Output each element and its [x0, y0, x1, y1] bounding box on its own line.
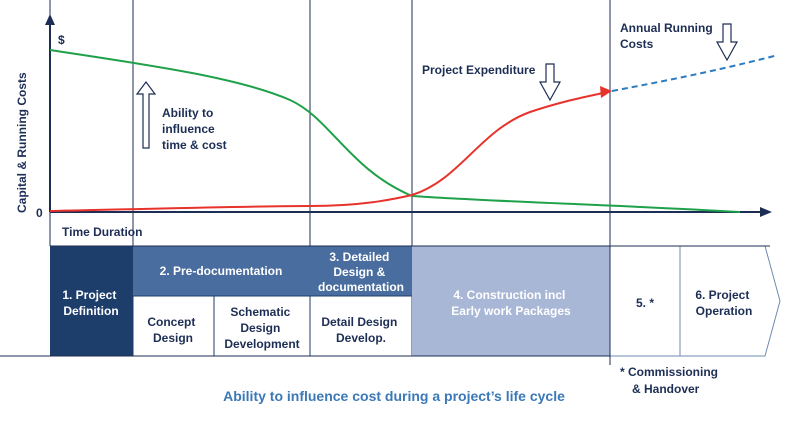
down-arrow-icon	[538, 63, 562, 102]
running-cost-note: Annual Running Costs	[620, 21, 716, 51]
phase-2-label: 2. Pre-documentation	[160, 264, 283, 278]
y-axis-unit: $	[58, 33, 65, 47]
phase-3-sub-box	[309, 295, 413, 357]
phase-2a-label: Concept Design	[147, 315, 198, 345]
phase-6-label: 6. Project Operation	[695, 288, 752, 318]
footnote: * Commissioning & Handover	[620, 365, 721, 396]
diagram-caption: Ability to influence cost during a proje…	[223, 388, 565, 404]
expenditure-note: Project Expenditure	[422, 63, 536, 77]
y-axis-label: Capital & Running Costs	[15, 72, 29, 213]
phase-3a-label: Detail Design Develop.	[321, 315, 400, 345]
expenditure-curve	[49, 92, 604, 212]
influence-curve	[49, 49, 741, 213]
up-arrow-icon	[135, 81, 157, 149]
phase-3-label: 3. Detailed Design & documentation	[318, 250, 404, 294]
running-cost-curve	[611, 54, 779, 92]
phase-1-label: 1. Project Definition	[62, 288, 119, 318]
phase-2b-label: Schematic Design Development	[224, 305, 299, 351]
x-axis-label: Time Duration	[62, 225, 142, 239]
down-arrow-icon	[715, 23, 739, 62]
phase-4-box	[412, 246, 610, 356]
influence-note: Ability to influence time & cost	[162, 106, 227, 152]
y-axis-zero: 0	[36, 206, 43, 220]
phase-4-label: 4. Construction incl Early work Packages	[451, 288, 571, 318]
y-axis-arrowhead	[45, 14, 55, 25]
phase-3-header-box	[310, 246, 412, 296]
expenditure-arrowhead	[600, 86, 612, 98]
phase-2-header-box	[133, 246, 310, 296]
phase-1-box	[50, 246, 133, 356]
x-axis-arrowhead	[760, 207, 772, 217]
phase-5-label: 5. *	[636, 296, 654, 310]
